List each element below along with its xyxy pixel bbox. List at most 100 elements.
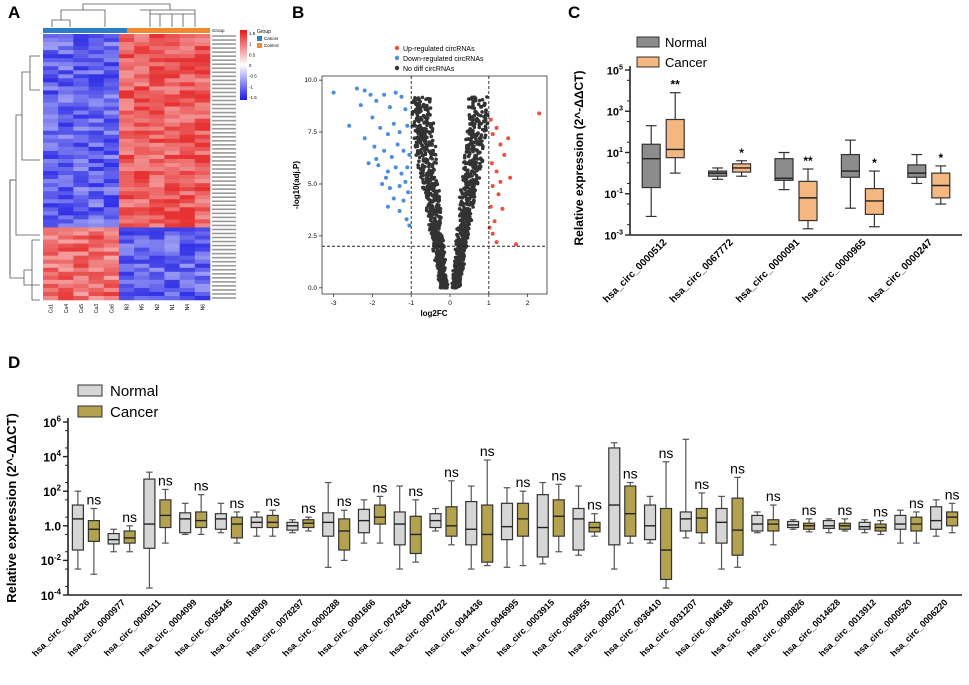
heatmap-cell	[118, 110, 135, 115]
volcano-point-down	[382, 92, 387, 97]
boxplot-d-box-cancer	[123, 530, 136, 544]
volcano-point-nodiff	[421, 177, 425, 182]
heatmap-cell	[164, 175, 180, 180]
boxplot-d-significance-label: ns	[945, 486, 960, 502]
heatmap-cell	[73, 239, 89, 244]
heatmap-cell	[88, 78, 105, 83]
heatmap-cell	[164, 243, 180, 248]
volcano-point-nodiff	[468, 172, 473, 176]
heatmap-cell	[103, 199, 120, 204]
volcano-point-down	[407, 152, 412, 157]
heatmap-cell	[149, 66, 165, 71]
color-scale-tick: 1.5	[249, 31, 256, 36]
volcano-point-nodiff	[442, 261, 446, 265]
volcano-point-nodiff	[417, 103, 422, 107]
heatmap-cell	[164, 223, 180, 228]
volcano-point-nodiff	[443, 273, 447, 277]
volcano-point-nodiff	[411, 109, 416, 114]
heatmap-cell	[149, 175, 165, 180]
heatmap-cell	[58, 54, 74, 59]
boxplot-d-box-cancer	[624, 485, 637, 537]
heatmap-cell	[118, 58, 135, 63]
legend-label-nodiff: No diff circRNAs	[403, 66, 455, 73]
heatmap-cell	[164, 138, 180, 144]
heatmap-cell	[58, 171, 74, 176]
boxplot-d-box-normal	[572, 507, 585, 551]
heatmap-cell	[43, 78, 59, 83]
volcano-point-nodiff	[454, 276, 459, 281]
heatmap-cell	[118, 219, 135, 224]
heatmap-cell	[58, 263, 74, 269]
heatmap-cell	[134, 247, 150, 252]
volcano-point-nodiff	[456, 228, 461, 232]
boxplot-d-box-normal	[858, 521, 871, 530]
heatmap-cell	[88, 150, 105, 156]
heatmap-cell	[164, 126, 180, 132]
heatmap-row-label-mark	[212, 248, 236, 251]
heatmap-cell	[103, 34, 120, 39]
heatmap-cell	[73, 138, 89, 144]
heatmap-cell	[194, 275, 211, 281]
heatmap-cell	[164, 199, 180, 204]
heatmap-cell	[134, 183, 150, 188]
volcano-y-label: -log10(adj.P)	[292, 161, 301, 209]
heatmap-cell	[58, 239, 74, 244]
heatmap-cell	[164, 98, 180, 103]
boxplot-c-category-label: hsa_circ_0000965	[801, 237, 869, 305]
volcano-point-nodiff	[464, 146, 469, 150]
heatmap-cell	[194, 283, 211, 289]
heatmap-row-label-mark	[212, 208, 236, 211]
heatmap-row-label-mark	[212, 180, 236, 182]
heatmap-cell	[118, 215, 135, 220]
heatmap-cell	[194, 118, 211, 123]
heatmap-cell	[179, 251, 196, 256]
heatmap-cell	[73, 259, 89, 265]
heatmap-row-label-mark	[212, 103, 236, 106]
volcano-point-nodiff	[483, 116, 488, 121]
boxplot-d-y-tick-label: 102	[43, 484, 61, 499]
volcano-point-nodiff	[457, 275, 462, 279]
volcano-point-nodiff	[472, 199, 476, 204]
volcano-point-nodiff	[477, 176, 482, 180]
heatmap-cell	[73, 106, 89, 111]
volcano-point-nodiff	[421, 173, 426, 178]
heatmap-cell	[164, 42, 180, 47]
heatmap-cell	[88, 46, 105, 51]
heatmap-cell	[164, 94, 180, 99]
panel-letter-c: C	[568, 3, 580, 22]
heatmap-cell	[164, 34, 180, 39]
volcano-point-nodiff	[466, 215, 470, 220]
heatmap-cell	[88, 207, 105, 212]
heatmap-cell	[179, 134, 196, 140]
heatmap-row-label-mark	[212, 164, 236, 166]
heatmap-cell	[149, 223, 165, 228]
heatmap-cell	[88, 195, 105, 200]
heatmap-cell	[179, 175, 196, 180]
heatmap-cell	[179, 167, 196, 172]
heatmap-cell	[179, 219, 196, 224]
volcano-point-down	[401, 148, 406, 153]
heatmap-cell	[179, 62, 196, 67]
boxplot-c-axis: 105 103 101 10-1 10-3	[604, 63, 962, 242]
heatmap-cell	[179, 70, 196, 75]
legend-dot-down	[394, 55, 400, 61]
heatmap-cell	[149, 215, 165, 220]
volcano-point-nodiff	[427, 149, 431, 154]
heatmap-cell	[88, 187, 105, 192]
legend-swatch-normal-d	[77, 384, 103, 397]
heatmap-cell	[164, 227, 180, 232]
heatmap-cell	[43, 167, 59, 172]
heatmap-cell	[118, 211, 135, 216]
heatmap-column-label: Ca3	[94, 304, 100, 313]
heatmap-cell	[58, 106, 74, 111]
volcano-point-nodiff	[423, 151, 428, 155]
heatmap-cell	[194, 259, 211, 265]
volcano-point-nodiff	[471, 103, 475, 108]
heatmap-cell	[164, 179, 180, 184]
heatmap-cell	[103, 183, 120, 188]
heatmap-cell	[164, 82, 180, 87]
boxplot-d-significance-label: ns	[373, 479, 388, 495]
heatmap-cell	[134, 283, 150, 289]
heatmap-cell	[149, 130, 165, 136]
heatmap-cell	[43, 42, 59, 47]
